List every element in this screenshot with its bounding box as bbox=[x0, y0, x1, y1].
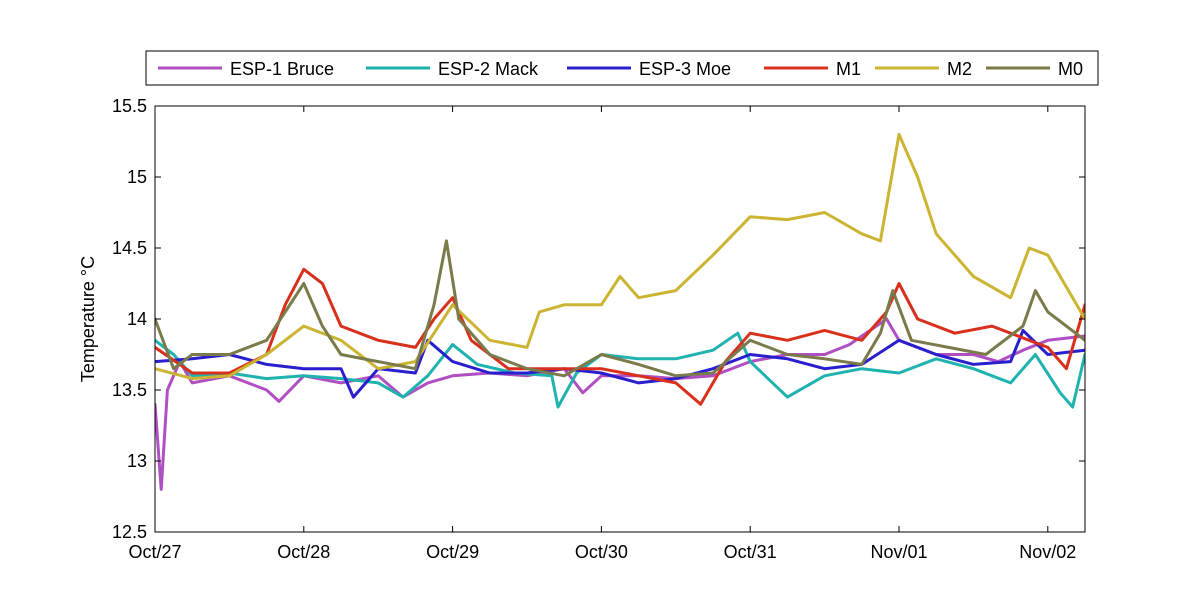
x-tick-label: Oct/27 bbox=[128, 542, 181, 562]
legend-label: M1 bbox=[836, 59, 861, 79]
x-tick-label: Oct/31 bbox=[724, 542, 777, 562]
y-tick-label: 15 bbox=[127, 167, 147, 187]
series-line-m0 bbox=[155, 239, 1085, 378]
y-tick-label: 15.5 bbox=[112, 96, 147, 116]
legend-label: M0 bbox=[1058, 59, 1083, 79]
legend-items: ESP-1 Bruce ESP-2 Mack ESP-3 Moe M1 M2 M0 bbox=[158, 59, 1083, 79]
series-line-m1 bbox=[155, 267, 1085, 406]
series-layer bbox=[155, 132, 1085, 491]
y-axis: 12.5 13 13.5 14 14.5 15 15.5 bbox=[112, 96, 1085, 542]
x-axis: Oct/27 Oct/28 Oct/29 Oct/30 Oct/31 Nov/01 Nov/… bbox=[128, 106, 1076, 562]
legend-label: M2 bbox=[947, 59, 972, 79]
series-line-esp-3-moe bbox=[155, 328, 1085, 399]
y-tick-label: 13.5 bbox=[112, 380, 147, 400]
x-tick-label: Nov/01 bbox=[870, 542, 927, 562]
y-tick-label: 13 bbox=[127, 451, 147, 471]
series-line-m2 bbox=[155, 132, 1085, 381]
y-tick-label: 14 bbox=[127, 309, 147, 329]
y-axis-label: Temperature °C bbox=[78, 256, 98, 382]
x-tick-label: Oct/28 bbox=[277, 542, 330, 562]
legend-label: ESP-3 Moe bbox=[639, 59, 731, 79]
y-tick-label: 12.5 bbox=[112, 522, 147, 542]
legend-label: ESP-2 Mack bbox=[438, 59, 539, 79]
x-tick-label: Nov/02 bbox=[1019, 542, 1076, 562]
legend: ESP-1 Bruce ESP-2 Mack ESP-3 Moe M1 M2 M0 bbox=[145, 50, 1099, 86]
legend-label: ESP-1 Bruce bbox=[230, 59, 334, 79]
x-tick-label: Oct/30 bbox=[575, 542, 628, 562]
y-tick-label: 14.5 bbox=[112, 238, 147, 258]
x-tick-label: Oct/29 bbox=[426, 542, 479, 562]
